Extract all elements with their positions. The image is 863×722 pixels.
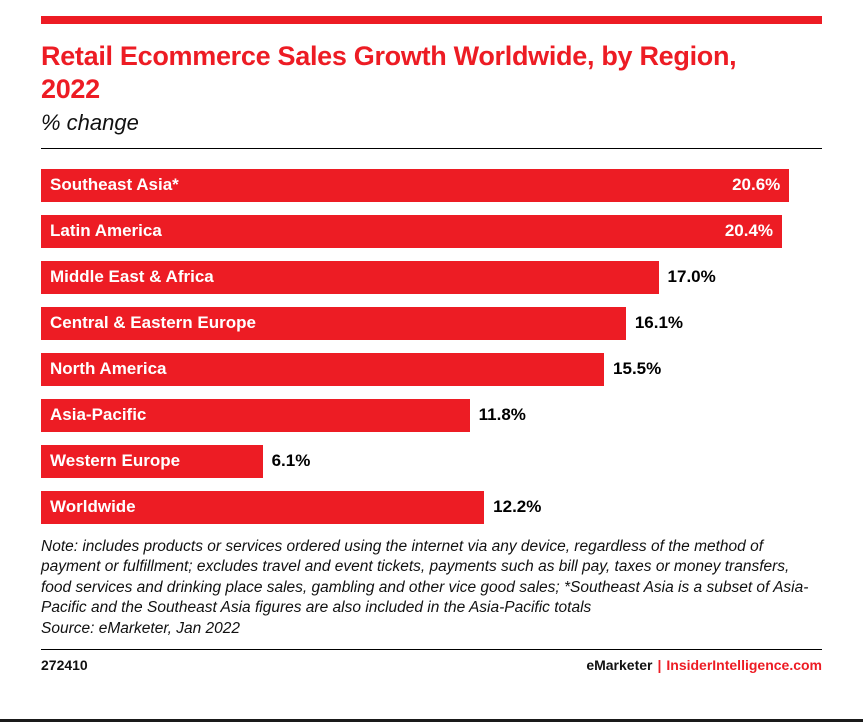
- bar-value: 6.1%: [271, 451, 311, 471]
- chart-id: 272410: [41, 657, 88, 674]
- top-accent-bar: [41, 16, 822, 24]
- bar-value: 20.4%: [724, 221, 774, 241]
- bar: Middle East & Africa: [41, 260, 659, 294]
- note-text: Note: includes products or services orde…: [41, 537, 809, 617]
- bottom-border: [0, 719, 863, 722]
- bar: Southeast Asia* 20.6%: [41, 168, 790, 202]
- bar-value: 15.5%: [613, 359, 662, 379]
- bar-row: Central & Eastern Europe 16.1%: [41, 306, 822, 340]
- bar: Western Europe: [41, 444, 263, 478]
- bar: Asia-Pacific: [41, 398, 470, 432]
- brand-separator: |: [657, 657, 662, 674]
- title-divider: [41, 147, 822, 149]
- bar: Latin America 20.4%: [41, 214, 783, 248]
- brand-lockup: eMarketer | InsiderIntelligence.com: [586, 657, 822, 673]
- bar: Central & Eastern Europe: [41, 306, 626, 340]
- bar-value: 17.0%: [667, 267, 716, 287]
- bar-value: 11.8%: [478, 405, 526, 425]
- bar-label: North America: [50, 359, 167, 379]
- brand-emarketer: eMarketer: [586, 657, 653, 674]
- bar-value: 20.6%: [732, 175, 781, 195]
- bar: North America: [41, 352, 605, 386]
- bar-row: Worldwide 12.2%: [41, 490, 822, 524]
- bar-label: Middle East & Africa: [50, 267, 214, 287]
- bar-value: 16.1%: [634, 313, 684, 333]
- page-title: Retail Ecommerce Sales Growth Worldwide,…: [41, 41, 737, 104]
- chart-subtitle: % change: [41, 109, 139, 135]
- bar-row: North America 15.5%: [41, 352, 822, 386]
- bar-row: Latin America 20.4%: [41, 214, 822, 248]
- source-text: Source: eMarketer, Jan 2022: [41, 619, 241, 637]
- bar-label: Latin America: [50, 221, 162, 241]
- bar-label: Asia-Pacific: [50, 405, 147, 425]
- footer: 272410 eMarketer | InsiderIntelligence.com: [41, 650, 822, 679]
- bar-label: Worldwide: [50, 497, 136, 517]
- bar-row: Western Europe 6.1%: [41, 444, 822, 478]
- footer-divider: [41, 649, 822, 651]
- bar-row: Southeast Asia* 20.6%: [41, 168, 822, 202]
- bar-label: Southeast Asia*: [50, 175, 179, 195]
- bar-label: Central & Eastern Europe: [50, 313, 256, 333]
- bar-row: Asia-Pacific 11.8%: [41, 398, 822, 432]
- bar-label: Western Europe: [50, 451, 181, 471]
- bar: Worldwide: [41, 490, 485, 524]
- bar-row: Middle East & Africa 17.0%: [41, 260, 822, 294]
- bar-chart: Southeast Asia* 20.6% Latin America 20.4% Mi…: [41, 168, 822, 524]
- brand-insiderintelligence: InsiderIntelligence.com: [666, 657, 822, 674]
- bar-value: 12.2%: [493, 497, 542, 517]
